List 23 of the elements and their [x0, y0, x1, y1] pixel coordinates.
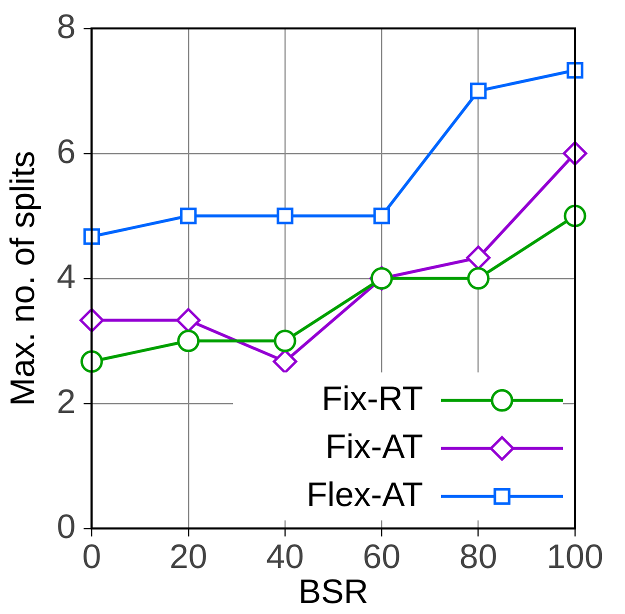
- point: [470, 82, 487, 100]
- point: [180, 208, 197, 224]
- y-axis-title: Max. no. of splits: [4, 150, 42, 406]
- point: [274, 330, 296, 352]
- y-tick-label: 2: [56, 382, 76, 421]
- x-tick-label: 100: [546, 538, 604, 576]
- x-tick-label: 0: [82, 538, 102, 576]
- point: [467, 267, 490, 290]
- x-tick-label: 20: [169, 538, 208, 576]
- legend-label: Fix-RT: [322, 380, 423, 418]
- point: [80, 350, 103, 373]
- y-tick-label: 6: [56, 132, 76, 171]
- y-tick-label: 0: [56, 508, 76, 546]
- legend-label: Fix-AT: [325, 428, 423, 466]
- x-tick-label: 80: [459, 538, 498, 576]
- y-tick-label: 8: [56, 8, 76, 46]
- point: [177, 330, 200, 352]
- point: [83, 228, 100, 245]
- point: [276, 208, 294, 224]
- y-tick-label: 4: [56, 258, 76, 296]
- point: [566, 62, 584, 79]
- legend-label: Flex-AT: [306, 476, 423, 514]
- point: [373, 208, 390, 224]
